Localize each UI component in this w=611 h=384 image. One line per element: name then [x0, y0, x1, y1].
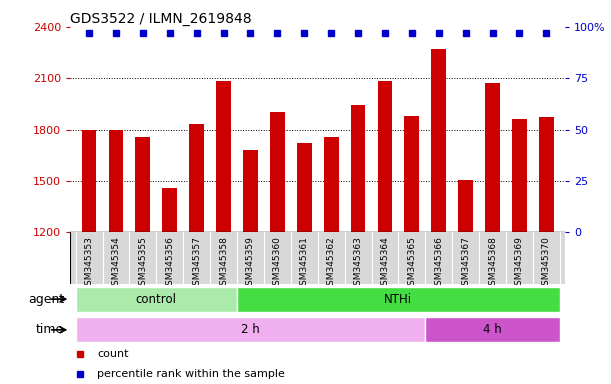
Text: GSM345360: GSM345360	[273, 237, 282, 291]
Text: GSM345363: GSM345363	[354, 237, 362, 291]
Text: GSM345357: GSM345357	[192, 237, 201, 291]
Bar	[485, 83, 500, 232]
Text: percentile rank within the sample: percentile rank within the sample	[98, 369, 285, 379]
Text: GSM345354: GSM345354	[111, 237, 120, 291]
Text: GSM345367: GSM345367	[461, 237, 470, 291]
Bar	[243, 150, 258, 232]
Text: GSM345353: GSM345353	[84, 237, 93, 291]
Text: GSM345356: GSM345356	[166, 237, 174, 291]
Text: GSM345370: GSM345370	[542, 237, 551, 291]
Text: agent: agent	[28, 293, 64, 306]
Bar	[189, 124, 204, 232]
Bar	[324, 137, 338, 232]
Text: GSM345364: GSM345364	[381, 237, 389, 291]
Bar	[539, 117, 554, 232]
Text: GSM345368: GSM345368	[488, 237, 497, 291]
Text: count: count	[98, 349, 129, 359]
Bar	[431, 49, 446, 232]
Bar	[82, 129, 97, 232]
Bar	[76, 318, 425, 342]
Bar	[216, 81, 231, 232]
Text: GSM345358: GSM345358	[219, 237, 228, 291]
Text: GSM345365: GSM345365	[408, 237, 416, 291]
Bar	[136, 137, 150, 232]
Bar	[237, 287, 560, 311]
Bar	[163, 188, 177, 232]
Bar	[512, 119, 527, 232]
Text: GSM345366: GSM345366	[434, 237, 443, 291]
Text: NTHi: NTHi	[384, 293, 412, 306]
Text: GSM345359: GSM345359	[246, 237, 255, 291]
Bar	[404, 116, 419, 232]
Bar	[425, 318, 560, 342]
Bar	[109, 129, 123, 232]
Text: GSM345355: GSM345355	[138, 237, 147, 291]
Bar	[378, 81, 392, 232]
Bar	[351, 105, 365, 232]
Text: GSM345361: GSM345361	[300, 237, 309, 291]
Text: control: control	[136, 293, 177, 306]
Text: 2 h: 2 h	[241, 323, 260, 336]
Text: time: time	[36, 323, 64, 336]
Bar	[297, 143, 312, 232]
Bar	[76, 287, 237, 311]
Text: GSM345369: GSM345369	[515, 237, 524, 291]
Bar	[270, 112, 285, 232]
Text: GDS3522 / ILMN_2619848: GDS3522 / ILMN_2619848	[70, 12, 252, 26]
Bar	[458, 180, 473, 232]
Text: GSM345362: GSM345362	[327, 237, 335, 291]
Text: 4 h: 4 h	[483, 323, 502, 336]
